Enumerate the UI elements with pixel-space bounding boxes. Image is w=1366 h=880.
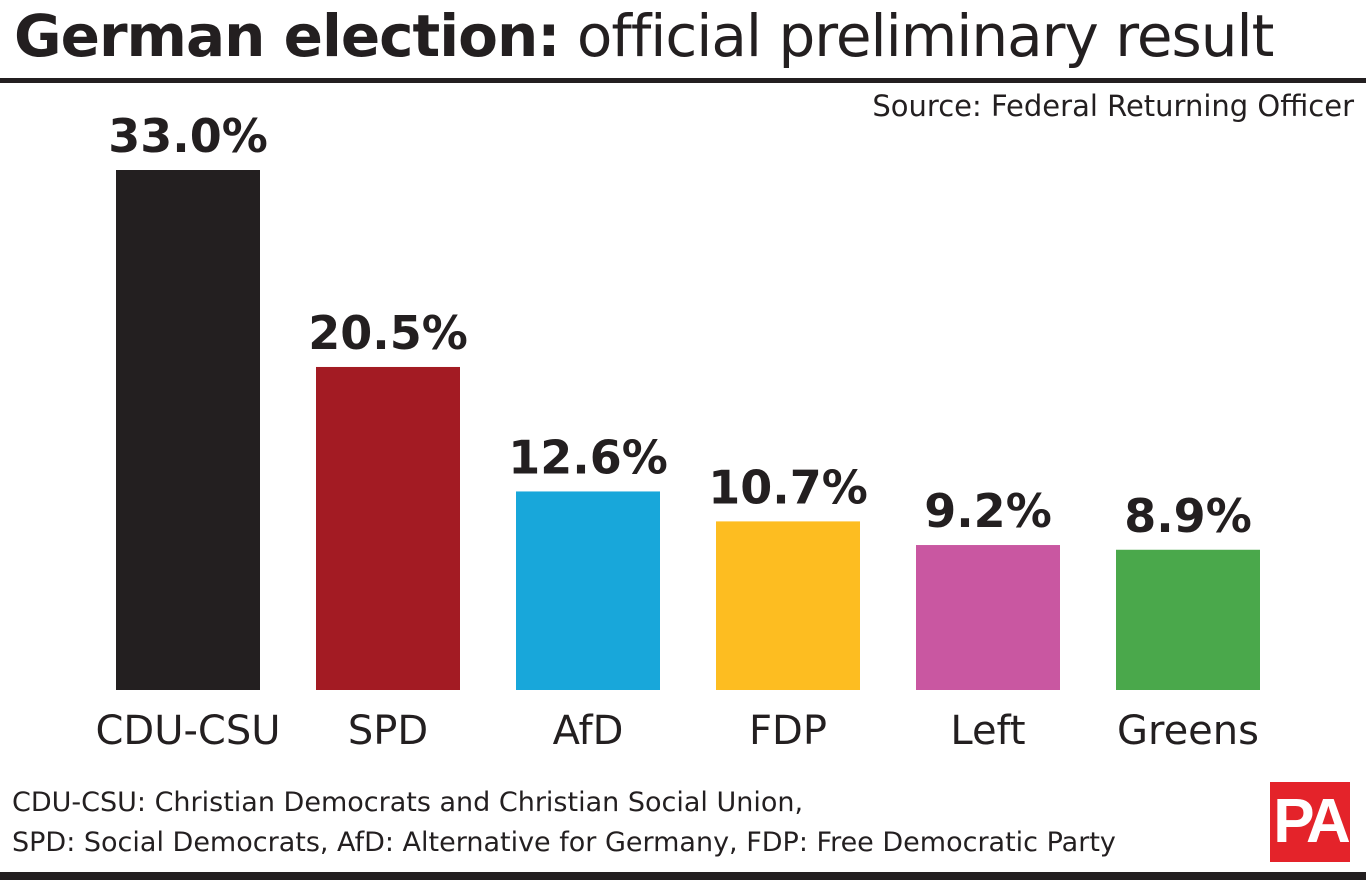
value-label-cdu-csu: 33.0% [108, 109, 268, 163]
page-title: German election: official preliminary re… [14, 2, 1274, 70]
bottom-divider [0, 872, 1366, 880]
value-label-fdp: 10.7% [708, 460, 868, 514]
value-label-left: 9.2% [924, 484, 1052, 538]
top-divider [0, 78, 1366, 83]
pa-logo: PA [1270, 782, 1351, 862]
bar-afd [516, 491, 660, 690]
value-label-greens: 8.9% [1124, 489, 1252, 543]
footnote: CDU-CSU: Christian Democrats and Christi… [12, 783, 1116, 863]
category-label-afd: AfD [553, 708, 624, 754]
bar-spd [316, 366, 460, 690]
value-label-afd: 12.6% [508, 430, 668, 484]
footnote-line-2: SPD: Social Democrats, AfD: Alternative … [12, 827, 1116, 858]
bar-cdu-csu [116, 170, 260, 690]
source-note: Source: Federal Returning Officer [872, 89, 1354, 123]
value-label-spd: 20.5% [308, 306, 468, 360]
category-label-left: Left [950, 708, 1025, 754]
category-label-greens: Greens [1117, 708, 1259, 754]
category-label-cdu-csu: CDU-CSU [95, 708, 280, 754]
footnote-line-1: CDU-CSU: Christian Democrats and Christi… [12, 787, 804, 818]
category-label-spd: SPD [348, 708, 428, 754]
bar-greens [1116, 549, 1260, 690]
title-bold: German election: [14, 2, 560, 70]
bar-fdp [716, 521, 860, 690]
category-label-fdp: FDP [749, 708, 827, 754]
bar-left [916, 545, 1060, 690]
title-light: official preliminary result [576, 2, 1274, 70]
bar-chart: 33.0% CDU-CSU 20.5% SPD 12.6% AfD 10.7% FDP 9.2%… [95, 109, 1260, 754]
